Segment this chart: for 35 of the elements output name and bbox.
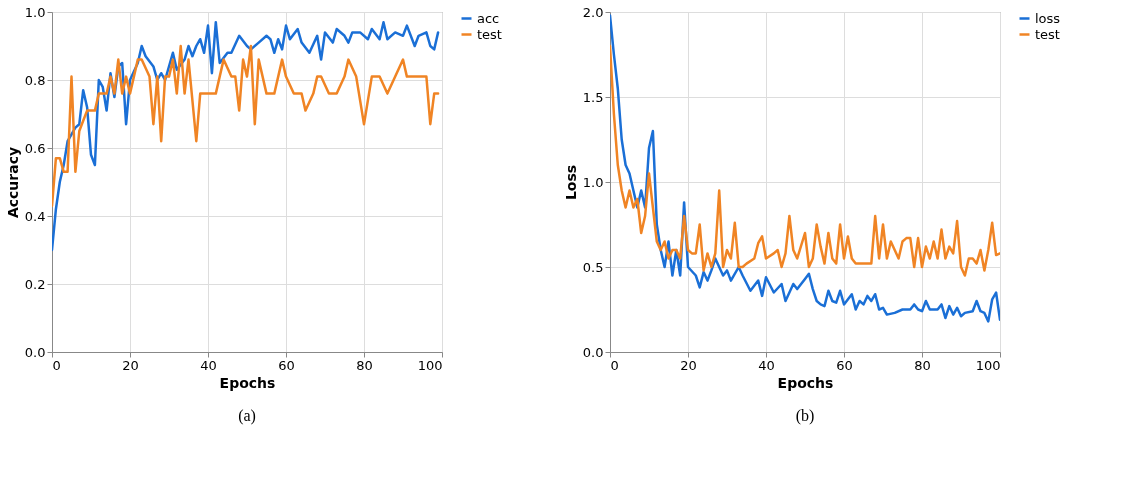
y-tick-label: 0.8 xyxy=(24,72,46,88)
y-axis-title: Loss xyxy=(562,164,579,201)
x-tick-label: 80 xyxy=(914,357,931,373)
x-tick-label: 40 xyxy=(200,357,217,373)
y-tick-label: 1.0 xyxy=(24,4,46,20)
x-tick-label: 80 xyxy=(356,357,373,373)
y-tick-label: 0.0 xyxy=(582,344,604,360)
y-axis-title: Accuracy xyxy=(4,146,21,219)
line-series xyxy=(52,44,440,208)
x-tick-label: 40 xyxy=(758,357,775,373)
x-tick-label: 100 xyxy=(417,357,443,373)
legend-label: test xyxy=(477,26,502,42)
x-tick-label: 0 xyxy=(52,357,61,373)
x-tick-label: 20 xyxy=(680,357,697,373)
x-tick-label: 60 xyxy=(836,357,853,373)
y-tick-label: 0.2 xyxy=(24,276,46,292)
y-tick-label: 2.0 xyxy=(582,4,604,20)
x-axis-title: Epochs xyxy=(219,374,276,391)
x-tick-label: 100 xyxy=(975,357,1001,373)
legend-label: acc xyxy=(477,10,500,26)
legend-label: loss xyxy=(1035,10,1061,26)
x-tick-label: 20 xyxy=(122,357,139,373)
y-tick-label: 0.6 xyxy=(24,140,46,156)
y-tick-label: 0.0 xyxy=(24,344,46,360)
y-tick-label: 0.5 xyxy=(582,259,604,275)
line-series xyxy=(610,44,1000,277)
x-axis-title: Epochs xyxy=(777,374,834,391)
y-tick-label: 1.5 xyxy=(582,89,604,105)
x-tick-label: 60 xyxy=(278,357,295,373)
text: (b) xyxy=(795,407,815,425)
text: (a) xyxy=(238,407,256,425)
y-tick-label: 1.0 xyxy=(582,174,604,190)
legend-label: test xyxy=(1035,26,1060,42)
x-tick-label: 0 xyxy=(610,357,619,373)
y-tick-label: 0.4 xyxy=(24,208,46,224)
